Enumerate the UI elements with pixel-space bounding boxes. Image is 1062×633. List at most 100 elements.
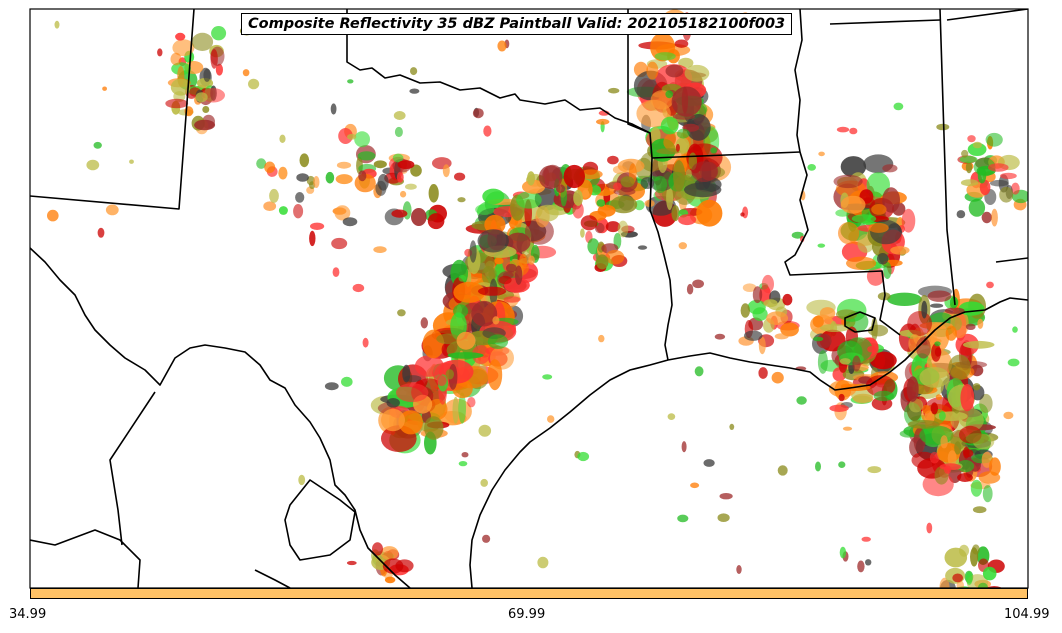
reflectivity-blob	[819, 323, 850, 332]
reflectivity-blob	[469, 240, 477, 263]
reflectivity-blob	[703, 459, 715, 467]
reflectivity-blob	[105, 204, 119, 216]
reflectivity-blob	[861, 536, 871, 542]
reflectivity-blob	[332, 267, 340, 277]
reflectivity-blob	[919, 367, 950, 388]
reflectivity-blob	[836, 126, 850, 133]
reflectivity-blob	[678, 214, 697, 226]
reflectivity-blob	[424, 416, 444, 440]
reflectivity-blob	[972, 544, 980, 555]
reflectivity-blob	[386, 398, 400, 408]
reflectivity-blob	[397, 309, 406, 317]
reflectivity-blob	[758, 336, 766, 355]
reflectivity-blob	[977, 582, 989, 588]
reflectivity-blob	[458, 461, 468, 467]
reflectivity-blob	[807, 164, 816, 171]
reflectivity-blob	[979, 179, 991, 196]
paintball-blobs	[47, 9, 1028, 588]
reflectivity-blob	[410, 67, 418, 76]
reflectivity-blob	[949, 296, 958, 309]
reflectivity-blob	[391, 209, 408, 218]
reflectivity-blob	[672, 113, 696, 120]
reflectivity-blob	[849, 127, 858, 135]
reflectivity-blob	[331, 237, 348, 250]
reflectivity-blob	[428, 184, 439, 203]
reflectivity-blob	[966, 571, 973, 585]
reflectivity-blob	[944, 307, 965, 314]
reflectivity-blob	[999, 186, 1014, 203]
reflectivity-blob	[354, 131, 370, 148]
reflectivity-blob	[215, 63, 223, 76]
colorbar-tick-mid: 69.99	[508, 607, 546, 622]
reflectivity-blob	[930, 303, 944, 308]
reflectivity-blob	[580, 228, 585, 238]
reflectivity-blob	[194, 119, 216, 131]
reflectivity-blob	[471, 300, 498, 327]
reflectivity-blob	[346, 560, 357, 566]
reflectivity-blob	[620, 176, 635, 188]
reflectivity-blob	[202, 106, 210, 113]
reflectivity-blob	[740, 303, 750, 318]
reflectivity-blob	[456, 331, 476, 350]
reflectivity-blob	[515, 265, 523, 285]
reflectivity-blob	[681, 441, 687, 453]
reflectivity-blob	[796, 396, 807, 405]
reflectivity-blob	[752, 307, 768, 321]
reflectivity-blob	[555, 184, 566, 193]
reflectivity-blob	[867, 466, 882, 474]
reflectivity-blob	[516, 191, 542, 209]
reflectivity-blob	[278, 206, 288, 215]
reflectivity-blob	[979, 393, 993, 413]
reflectivity-blob	[442, 164, 450, 178]
reflectivity-blob	[492, 316, 500, 325]
reflectivity-blob	[175, 32, 186, 41]
reflectivity-blob	[977, 318, 984, 329]
reflectivity-blob	[605, 249, 625, 265]
reflectivity-blob	[763, 299, 778, 308]
reflectivity-blob	[991, 208, 998, 227]
reflectivity-blob	[165, 98, 189, 109]
reflectivity-blob	[1000, 172, 1017, 180]
reflectivity-blob	[54, 20, 60, 29]
reflectivity-blob	[347, 133, 357, 140]
reflectivity-blob	[572, 201, 584, 219]
reflectivity-blob	[341, 376, 353, 387]
reflectivity-blob	[691, 161, 718, 183]
reflectivity-blob	[766, 311, 789, 326]
reflectivity-blob	[665, 90, 673, 99]
reflectivity-blob	[334, 205, 351, 221]
reflectivity-blob	[842, 426, 853, 431]
reflectivity-blob	[646, 61, 659, 80]
reflectivity-blob	[503, 296, 521, 303]
reflectivity-blob	[380, 546, 399, 560]
reflectivity-blob	[967, 135, 976, 143]
reflectivity-blob	[400, 190, 407, 198]
reflectivity-blob	[654, 52, 676, 61]
map-borders	[30, 9, 1028, 588]
reflectivity-blob	[170, 52, 182, 66]
reflectivity-blob	[637, 245, 648, 250]
reflectivity-blob	[840, 156, 867, 178]
reflectivity-blob	[962, 340, 995, 349]
reflectivity-blob	[325, 171, 335, 184]
reflectivity-blob	[882, 164, 898, 173]
reflectivity-blob	[678, 242, 687, 250]
reflectivity-blob	[358, 170, 367, 182]
reflectivity-blob	[981, 211, 992, 224]
reflectivity-blob	[170, 78, 191, 96]
reflectivity-blob	[930, 402, 939, 415]
reflectivity-blob	[309, 230, 316, 247]
reflectivity-blob	[829, 404, 849, 412]
reflectivity-blob	[929, 451, 940, 464]
colorbar-tick-max: 104.99	[1004, 607, 1050, 622]
reflectivity-blob	[269, 188, 279, 203]
reflectivity-blob	[640, 177, 655, 189]
reflectivity-blob	[868, 222, 889, 233]
reflectivity-blob	[890, 246, 910, 255]
reflectivity-blob	[660, 116, 679, 135]
reflectivity-blob	[528, 255, 535, 265]
reflectivity-blob	[866, 172, 890, 198]
reflectivity-blob	[901, 208, 916, 233]
reflectivity-blob	[948, 354, 971, 381]
reflectivity-blob	[936, 123, 950, 131]
